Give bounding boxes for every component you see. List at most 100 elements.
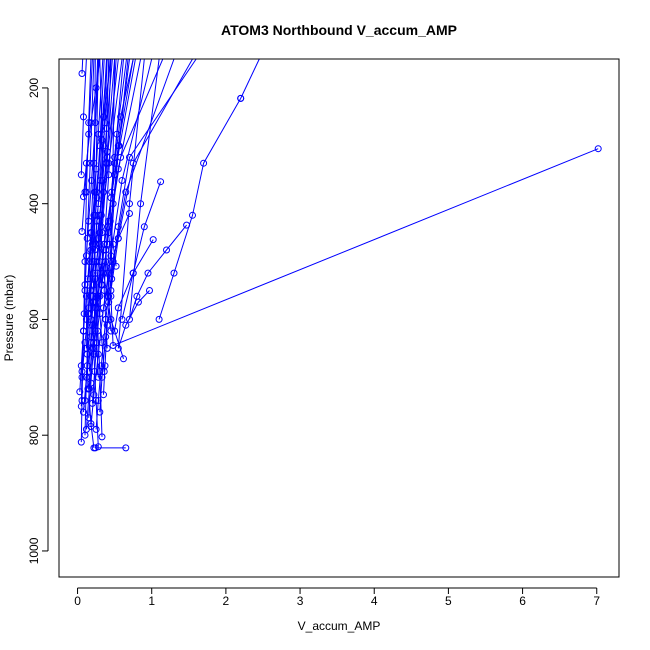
series-line	[240, 59, 260, 99]
data-point	[88, 229, 96, 237]
data-point	[100, 368, 108, 375]
data-point	[97, 177, 104, 184]
data-point	[113, 130, 121, 138]
data-point	[129, 159, 137, 167]
series-9	[237, 59, 260, 102]
data-point	[80, 327, 87, 335]
x-tick-label: 5	[445, 594, 452, 608]
series-line	[88, 59, 136, 418]
y-tick-label: 200	[27, 78, 41, 98]
data-point	[87, 423, 95, 430]
data-point	[94, 350, 102, 358]
data-point	[82, 344, 90, 352]
x-tick-label: 3	[297, 594, 304, 608]
data-point	[98, 433, 106, 441]
data-point	[117, 113, 125, 121]
x-axis-label: V_accum_AMP	[298, 619, 381, 633]
data-point	[88, 177, 96, 184]
data-point	[98, 339, 106, 347]
data-point	[126, 153, 133, 161]
data-point	[94, 397, 102, 404]
plot-area	[76, 59, 602, 452]
data-point	[108, 275, 116, 283]
data-point	[102, 333, 110, 341]
series-11	[111, 236, 157, 335]
data-point	[120, 355, 127, 363]
data-point	[84, 310, 92, 318]
data-point	[76, 388, 84, 396]
series-line	[121, 181, 162, 320]
series-line	[85, 59, 99, 389]
data-point	[189, 211, 196, 219]
data-point	[94, 292, 102, 300]
data-point	[126, 210, 133, 217]
y-tick-label: 600	[27, 309, 41, 329]
series-line	[88, 59, 116, 372]
series-45	[85, 59, 116, 375]
data-point	[97, 223, 105, 231]
data-point	[81, 397, 89, 404]
data-point	[97, 281, 105, 289]
series-10	[126, 59, 191, 323]
series-16	[78, 59, 86, 77]
series-15	[77, 59, 87, 179]
data-point	[114, 223, 122, 231]
data-point	[157, 178, 165, 186]
data-point	[90, 350, 98, 358]
data-point	[100, 391, 107, 399]
data-point	[104, 223, 112, 231]
y-axis: 200 400 600 800 1000	[27, 78, 49, 564]
series-43	[89, 59, 107, 335]
data-point	[87, 420, 95, 428]
data-point	[146, 287, 153, 294]
data-point	[126, 200, 133, 208]
data-point	[92, 425, 100, 433]
data-point	[83, 234, 91, 242]
data-point	[89, 240, 97, 248]
data-point	[170, 269, 178, 277]
data-point	[126, 315, 133, 323]
data-point	[134, 298, 142, 306]
data-point	[87, 119, 95, 127]
data-point	[111, 327, 119, 335]
series-line	[91, 59, 164, 404]
data-point	[105, 171, 113, 179]
data-point	[155, 315, 163, 323]
data-point	[85, 217, 93, 225]
data-point	[114, 344, 122, 352]
data-point	[90, 444, 98, 452]
series-line	[110, 59, 599, 347]
data-point	[107, 327, 115, 335]
data-point	[80, 113, 87, 121]
data-point	[98, 136, 106, 144]
series-7	[107, 59, 602, 349]
series-13	[114, 59, 153, 352]
data-point	[118, 177, 126, 184]
series-12	[118, 178, 165, 323]
data-point	[85, 414, 93, 422]
data-point	[103, 269, 111, 277]
series-line	[90, 59, 153, 427]
data-point	[102, 315, 110, 323]
data-point	[87, 333, 95, 341]
data-point	[140, 223, 148, 231]
data-point	[89, 298, 97, 306]
series-line	[92, 59, 107, 332]
x-tick-label: 6	[519, 594, 526, 608]
series-line	[80, 59, 95, 407]
data-point	[183, 221, 191, 229]
data-point	[82, 159, 90, 167]
x-tick-label: 2	[223, 594, 230, 608]
data-point	[102, 246, 110, 254]
data-point	[96, 310, 104, 318]
x-tick-label: 0	[74, 594, 81, 608]
data-point	[594, 145, 602, 153]
series-42	[102, 59, 127, 300]
data-point	[109, 240, 117, 248]
data-point	[144, 269, 152, 277]
data-point	[78, 368, 86, 375]
data-point	[112, 262, 120, 270]
y-tick-label: 1000	[27, 537, 41, 564]
data-point	[94, 200, 102, 208]
data-point	[105, 292, 113, 300]
